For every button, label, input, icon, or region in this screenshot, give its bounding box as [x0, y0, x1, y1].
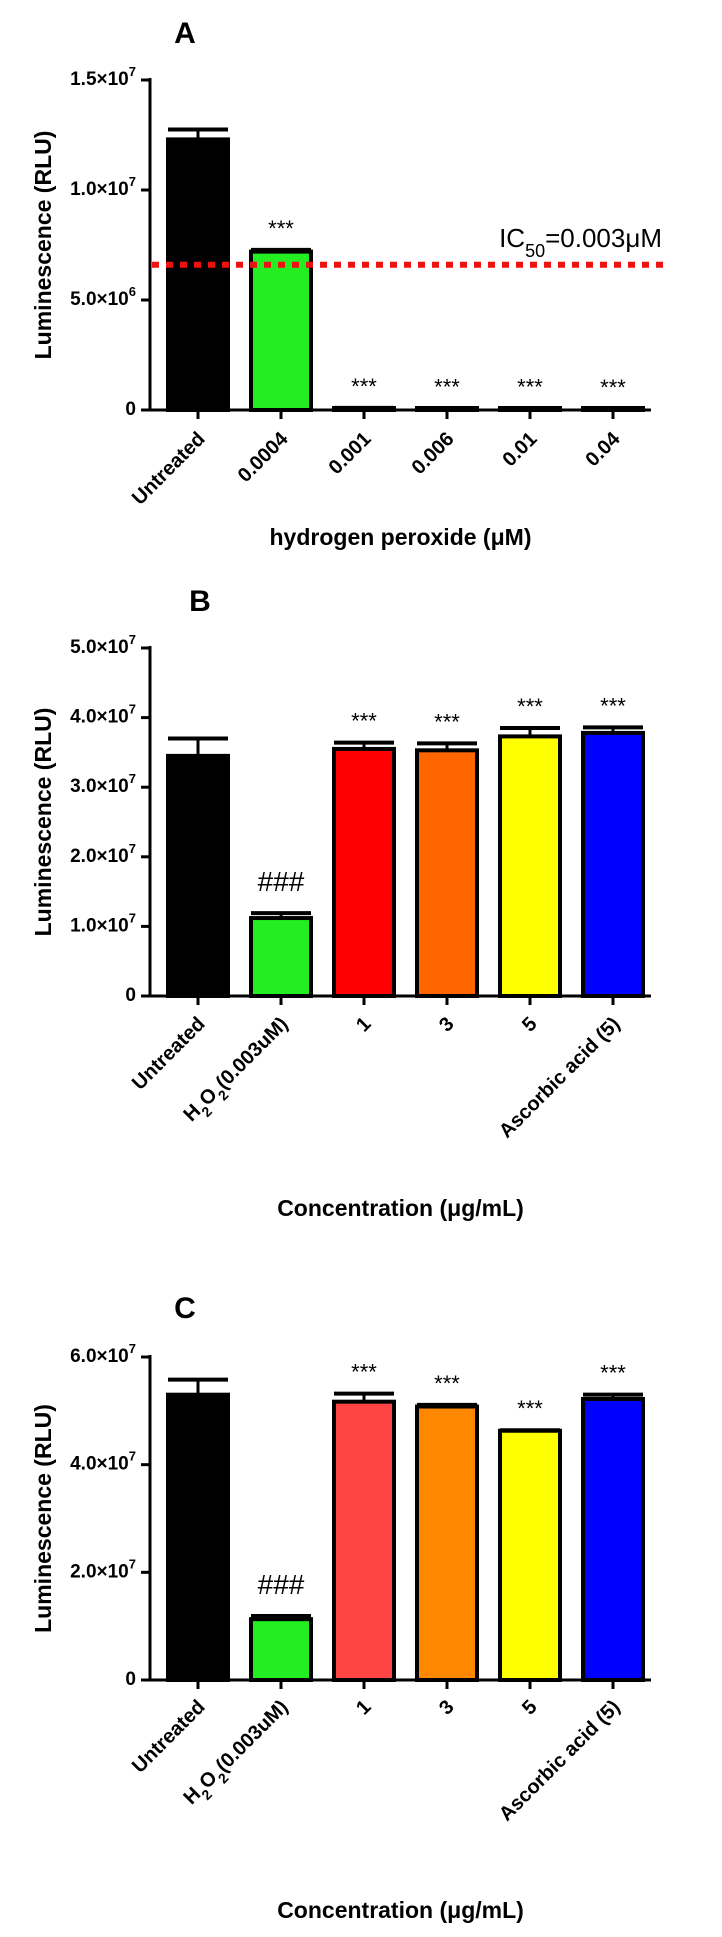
significance-label: ### — [258, 1569, 305, 1600]
bar — [249, 249, 313, 412]
x-tick-label: Untreated — [128, 1696, 210, 1778]
y-axis-title: Luminescence (RLU) — [30, 1404, 56, 1633]
y-axis-title: Luminescence (RLU) — [30, 131, 56, 360]
significance-label: *** — [434, 374, 460, 399]
panel-letter: C — [174, 1292, 196, 1325]
x-tick-label: 5 — [518, 1696, 541, 1719]
y-tick-label: 2.0×107 — [70, 1556, 136, 1582]
y-tick-label: 5.0×106 — [70, 284, 136, 310]
y-tick-label: 5.0×107 — [70, 632, 136, 658]
bar — [332, 746, 396, 998]
x-tick-label: 1 — [352, 1013, 375, 1036]
x-axis-title: Concentration (μg/mL) — [277, 1195, 524, 1221]
significance-label: ### — [258, 866, 305, 897]
significance-label: *** — [434, 1371, 460, 1396]
bar — [498, 406, 562, 412]
y-tick-label: 4.0×107 — [70, 1449, 136, 1475]
y-tick-label: 4.0×107 — [70, 702, 136, 728]
chart-panel-b: B 0 1.0×107 2.0×107 3.0×107 4.0×107 5.0×107 Unt… — [30, 585, 651, 1221]
y-tick-label: 0 — [125, 1669, 136, 1690]
significance-label: *** — [600, 693, 626, 718]
x-tick-label: Ascorbic acid (5) — [495, 1696, 625, 1826]
bar — [166, 137, 230, 412]
significance-label: *** — [517, 375, 543, 400]
y-tick-label: 3.0×107 — [70, 771, 136, 797]
x-tick-label: Untreated — [128, 428, 210, 510]
panel-letter: A — [174, 17, 196, 50]
significance-label: *** — [351, 374, 377, 399]
bar — [249, 916, 313, 998]
panel-letter: B — [189, 585, 211, 618]
y-tick-label: 1.0×107 — [70, 910, 136, 936]
x-tick-label: 0.04 — [581, 427, 625, 471]
significance-label: *** — [517, 1396, 543, 1421]
y-tick-label: 1.5×107 — [70, 64, 136, 90]
significance-label: *** — [434, 709, 460, 734]
x-tick-label: 0.001 — [325, 428, 376, 479]
x-tick-label: 5 — [518, 1013, 541, 1036]
bar — [249, 1617, 313, 1682]
x-tick-label: 0.01 — [498, 428, 541, 471]
x-tick-label: 0.0004 — [234, 427, 293, 486]
significance-label: *** — [268, 216, 294, 241]
y-tick-label: 0 — [125, 985, 136, 1006]
bar — [581, 1396, 645, 1682]
significance-label: *** — [351, 709, 377, 734]
bar — [415, 748, 479, 999]
bar — [166, 1392, 230, 1683]
x-axis-title: hydrogen peroxide (μM) — [270, 524, 532, 550]
x-tick-label: 0.006 — [408, 428, 459, 479]
x-tick-label: Untreated — [128, 1013, 210, 1095]
x-axis-title: Concentration (μg/mL) — [277, 1897, 524, 1923]
significance-label: *** — [600, 1361, 626, 1386]
x-tick-label: 1 — [352, 1696, 375, 1719]
ic50-label: IC50=0.003μM — [499, 223, 662, 261]
x-tick-label: Ascorbic acid (5) — [495, 1013, 625, 1143]
y-tick-label: 2.0×107 — [70, 841, 136, 867]
bar — [415, 406, 479, 412]
y-axis-title: Luminescence (RLU) — [30, 708, 56, 937]
x-tick-label: 3 — [435, 1013, 458, 1036]
x-tick-label: 3 — [435, 1696, 458, 1719]
significance-label: *** — [517, 694, 543, 719]
y-tick-label: 6.0×107 — [70, 1341, 136, 1367]
bar — [581, 406, 645, 412]
bar — [166, 753, 230, 998]
chart-panel-a: A 0 5.0×106 1.0×107 1.5×107 Untreated *** 0.000… — [30, 17, 668, 550]
significance-label: *** — [600, 375, 626, 400]
bar — [415, 1404, 479, 1682]
bar — [581, 730, 645, 998]
y-tick-label: 0 — [125, 399, 136, 420]
chart-panel-c: C02.0×1074.0×1076.0×107Untreated###H2O2(… — [30, 1292, 651, 1923]
y-tick-label: 1.0×107 — [70, 174, 136, 200]
significance-label: *** — [351, 1360, 377, 1385]
bar — [498, 1428, 562, 1683]
bar — [332, 406, 396, 412]
bar — [332, 1399, 396, 1682]
bar — [498, 734, 562, 999]
